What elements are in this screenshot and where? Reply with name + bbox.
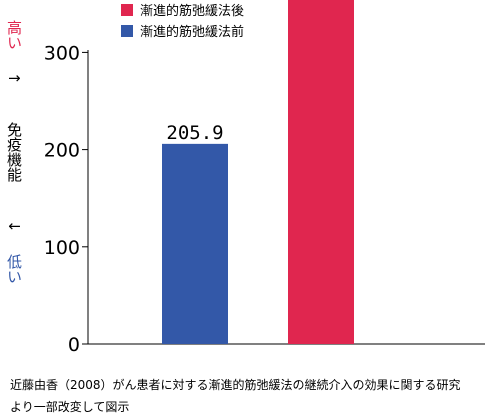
y-tick-label: 0 [68,334,80,356]
bar-before [162,143,228,344]
legend-swatch [121,25,133,37]
bar-after [288,0,354,344]
ylabel-immune-function: 免疫機能 [5,122,23,182]
caption-note: より一部改変して図示 [10,400,130,414]
ylabel-high: 高い [5,20,23,50]
bar-value-label: 205.9 [166,122,223,144]
legend-swatch [121,4,133,16]
ylabel-arrow-down: ↓ [5,220,23,233]
ylabel-low: 低い [5,254,23,284]
legend-label: 漸進的筋弛緩法後 [140,3,244,19]
caption-source: 近藤由香（2008）がん患者に対する漸進的筋弛緩法の継続介入の効果に関する研究 [10,378,461,392]
ylabel-arrow-up: ↑ [5,72,23,85]
y-tick-label: 200 [44,140,80,162]
legend-label: 漸進的筋弛緩法前 [140,24,244,40]
y-tick-label: 300 [44,42,80,64]
y-tick-label: 100 [44,237,80,259]
bar-chart: 0100200300400500205.9395.7漸進的筋弛緩法後漸進的筋弛緩… [44,0,485,356]
